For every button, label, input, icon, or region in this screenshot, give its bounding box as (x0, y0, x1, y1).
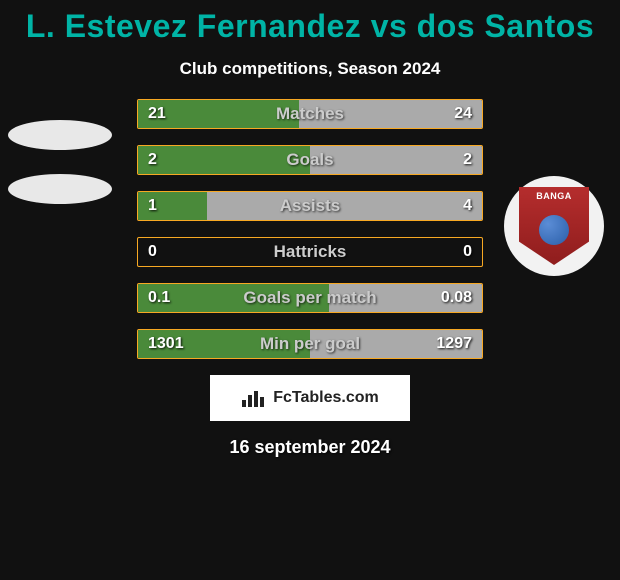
footer-text: FcTables.com (273, 389, 379, 407)
stat-label: Min per goal (138, 330, 482, 358)
stat-value-right: 2 (463, 146, 472, 174)
avatar-placeholder (8, 174, 112, 204)
bars-icon (241, 388, 267, 408)
stat-label: Assists (138, 192, 482, 220)
stat-row: Goals per match0.1 0.08 (137, 283, 483, 313)
stat-value-left: 1301 (148, 330, 184, 358)
stat-row: Hattricks0 0 (137, 237, 483, 267)
player-left-avatars (8, 120, 112, 228)
date: 16 september 2024 (0, 437, 620, 458)
stat-value-right: 24 (454, 100, 472, 128)
avatar-placeholder (8, 120, 112, 150)
stats-panel: Matches21 24 Goals2 2 Assists1 4 Hattricks0 0 Go… (137, 99, 483, 359)
stat-value-right: 4 (463, 192, 472, 220)
stat-value-right: 0 (463, 238, 472, 266)
club-badge: BANGA (504, 176, 604, 276)
stat-label: Matches (138, 100, 482, 128)
stat-label: Goals per match (138, 284, 482, 312)
stat-value-right: 1297 (436, 330, 472, 358)
stat-label: Goals (138, 146, 482, 174)
stat-value-left: 0.1 (148, 284, 170, 312)
stat-row: Goals2 2 (137, 145, 483, 175)
club-badge-text: BANGA (519, 191, 589, 201)
stat-value-left: 1 (148, 192, 157, 220)
stat-row: Min per goal1301 1297 (137, 329, 483, 359)
club-badge-shield: BANGA (519, 187, 589, 265)
stat-value-left: 2 (148, 146, 157, 174)
page-title: L. Estevez Fernandez vs dos Santos (0, 8, 620, 45)
club-badge-ball-icon (539, 215, 569, 245)
stat-value-left: 0 (148, 238, 157, 266)
stat-row: Matches21 24 (137, 99, 483, 129)
stat-value-left: 21 (148, 100, 166, 128)
subtitle: Club competitions, Season 2024 (0, 59, 620, 79)
stat-value-right: 0.08 (441, 284, 472, 312)
footer-attribution: FcTables.com (210, 375, 410, 421)
stat-row: Assists1 4 (137, 191, 483, 221)
stat-label: Hattricks (138, 238, 482, 266)
